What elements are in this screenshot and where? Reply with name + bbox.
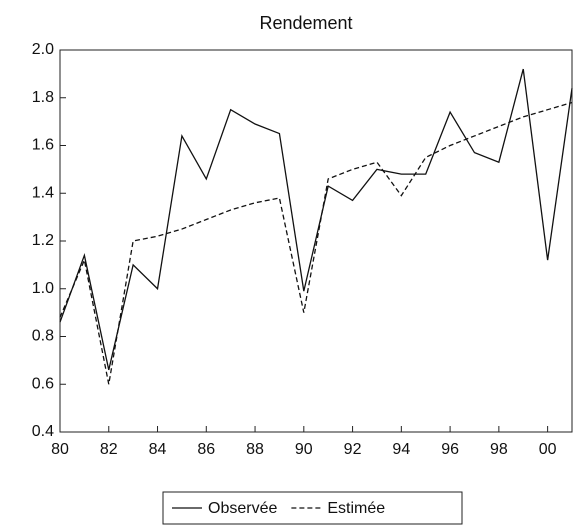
series-line bbox=[59, 101, 573, 385]
x-tick-label: 88 bbox=[246, 441, 264, 458]
y-tick-label: 2.0 bbox=[32, 41, 54, 58]
legend-label: Observée bbox=[208, 500, 277, 517]
y-tick-label: 1.0 bbox=[32, 280, 54, 297]
chart-title: Rendement bbox=[259, 13, 352, 33]
x-tick-label: 82 bbox=[100, 441, 118, 458]
y-tick-label: 0.8 bbox=[32, 328, 54, 345]
legend-box bbox=[162, 491, 463, 525]
x-tick-label: 96 bbox=[441, 441, 459, 458]
x-tick-label: 92 bbox=[344, 441, 362, 458]
x-tick-label: 86 bbox=[197, 441, 215, 458]
y-tick-label: 0.4 bbox=[32, 423, 54, 440]
x-tick-label: 00 bbox=[539, 441, 557, 458]
y-tick-label: 0.6 bbox=[32, 375, 54, 392]
x-tick-label: 80 bbox=[51, 441, 69, 458]
x-tick-label: 94 bbox=[392, 441, 410, 458]
x-tick-label: 98 bbox=[490, 441, 508, 458]
y-tick-label: 1.6 bbox=[32, 137, 54, 154]
x-tick-label: 84 bbox=[149, 441, 167, 458]
x-tick-label: 90 bbox=[295, 441, 313, 458]
legend-label: Estimée bbox=[327, 500, 385, 517]
y-tick-label: 1.4 bbox=[32, 184, 54, 201]
series-line bbox=[59, 68, 573, 371]
y-tick-label: 1.8 bbox=[32, 89, 54, 106]
y-tick-label: 1.2 bbox=[32, 232, 54, 249]
